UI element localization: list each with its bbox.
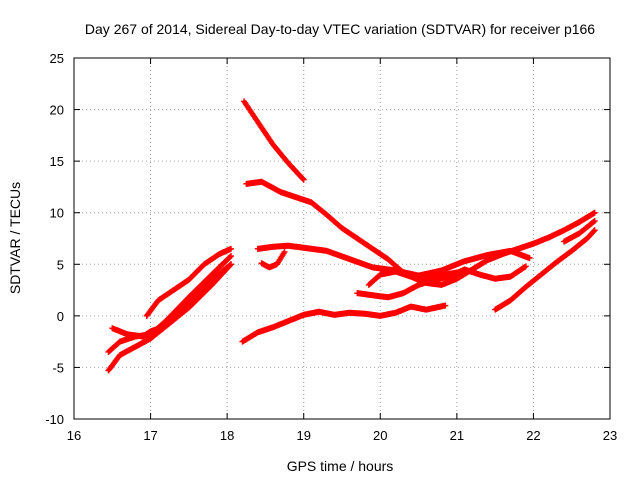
data-series [105, 98, 598, 374]
x-tick-label: 23 [603, 428, 617, 443]
chart-title: Day 267 of 2014, Sidereal Day-to-day VTE… [85, 21, 595, 37]
y-axis-ticks: -10 -5 0 5 10 15 20 25 [45, 51, 610, 427]
y-tick-label: 5 [57, 257, 64, 272]
series-segment-5 [240, 98, 307, 183]
data-point [227, 253, 234, 260]
data-point [591, 227, 598, 234]
data-point [442, 302, 449, 309]
data-point [590, 218, 597, 225]
series-segment-10 [354, 263, 529, 301]
y-tick-label: -5 [52, 360, 64, 375]
data-point [591, 209, 598, 216]
series-segment-8 [258, 248, 288, 271]
x-tick-label: 22 [526, 428, 540, 443]
x-tick-label: 17 [143, 428, 157, 443]
data-point [300, 176, 307, 183]
data-point [227, 245, 234, 252]
data-point [227, 253, 234, 260]
y-tick-label: 0 [57, 309, 64, 324]
series-segment-11 [365, 209, 598, 288]
grid-lines [74, 58, 610, 419]
x-tick-label: 20 [373, 428, 387, 443]
data-point [227, 262, 234, 269]
data-point [590, 228, 597, 235]
x-axis-ticks: 16 17 18 19 20 21 22 23 [67, 58, 617, 443]
x-tick-label: 18 [220, 428, 234, 443]
series-segment-2 [105, 253, 234, 355]
y-tick-label: 10 [50, 206, 64, 221]
x-tick-label: 19 [296, 428, 310, 443]
data-point [281, 248, 288, 255]
plot-frame [73, 57, 611, 420]
data-point [522, 263, 529, 270]
x-tick-label: 16 [67, 428, 81, 443]
series-segment-12 [492, 227, 598, 313]
data-point [299, 175, 306, 182]
x-tick-label: 21 [450, 428, 464, 443]
y-tick-label: 20 [50, 103, 64, 118]
series-segment-3 [109, 261, 234, 340]
series-segment-13 [561, 217, 598, 245]
series-segment-4 [143, 245, 234, 319]
y-tick-label: -10 [45, 412, 64, 427]
data-point [227, 261, 234, 268]
series-segment-9 [239, 302, 449, 345]
data-point [526, 255, 533, 262]
data-point [591, 217, 598, 224]
x-axis-label: GPS time / hours [287, 458, 394, 474]
y-axis-label: SDTVAR / TECUs [7, 182, 23, 294]
y-tick-label: 15 [50, 154, 64, 169]
y-tick-label: 25 [50, 51, 64, 66]
